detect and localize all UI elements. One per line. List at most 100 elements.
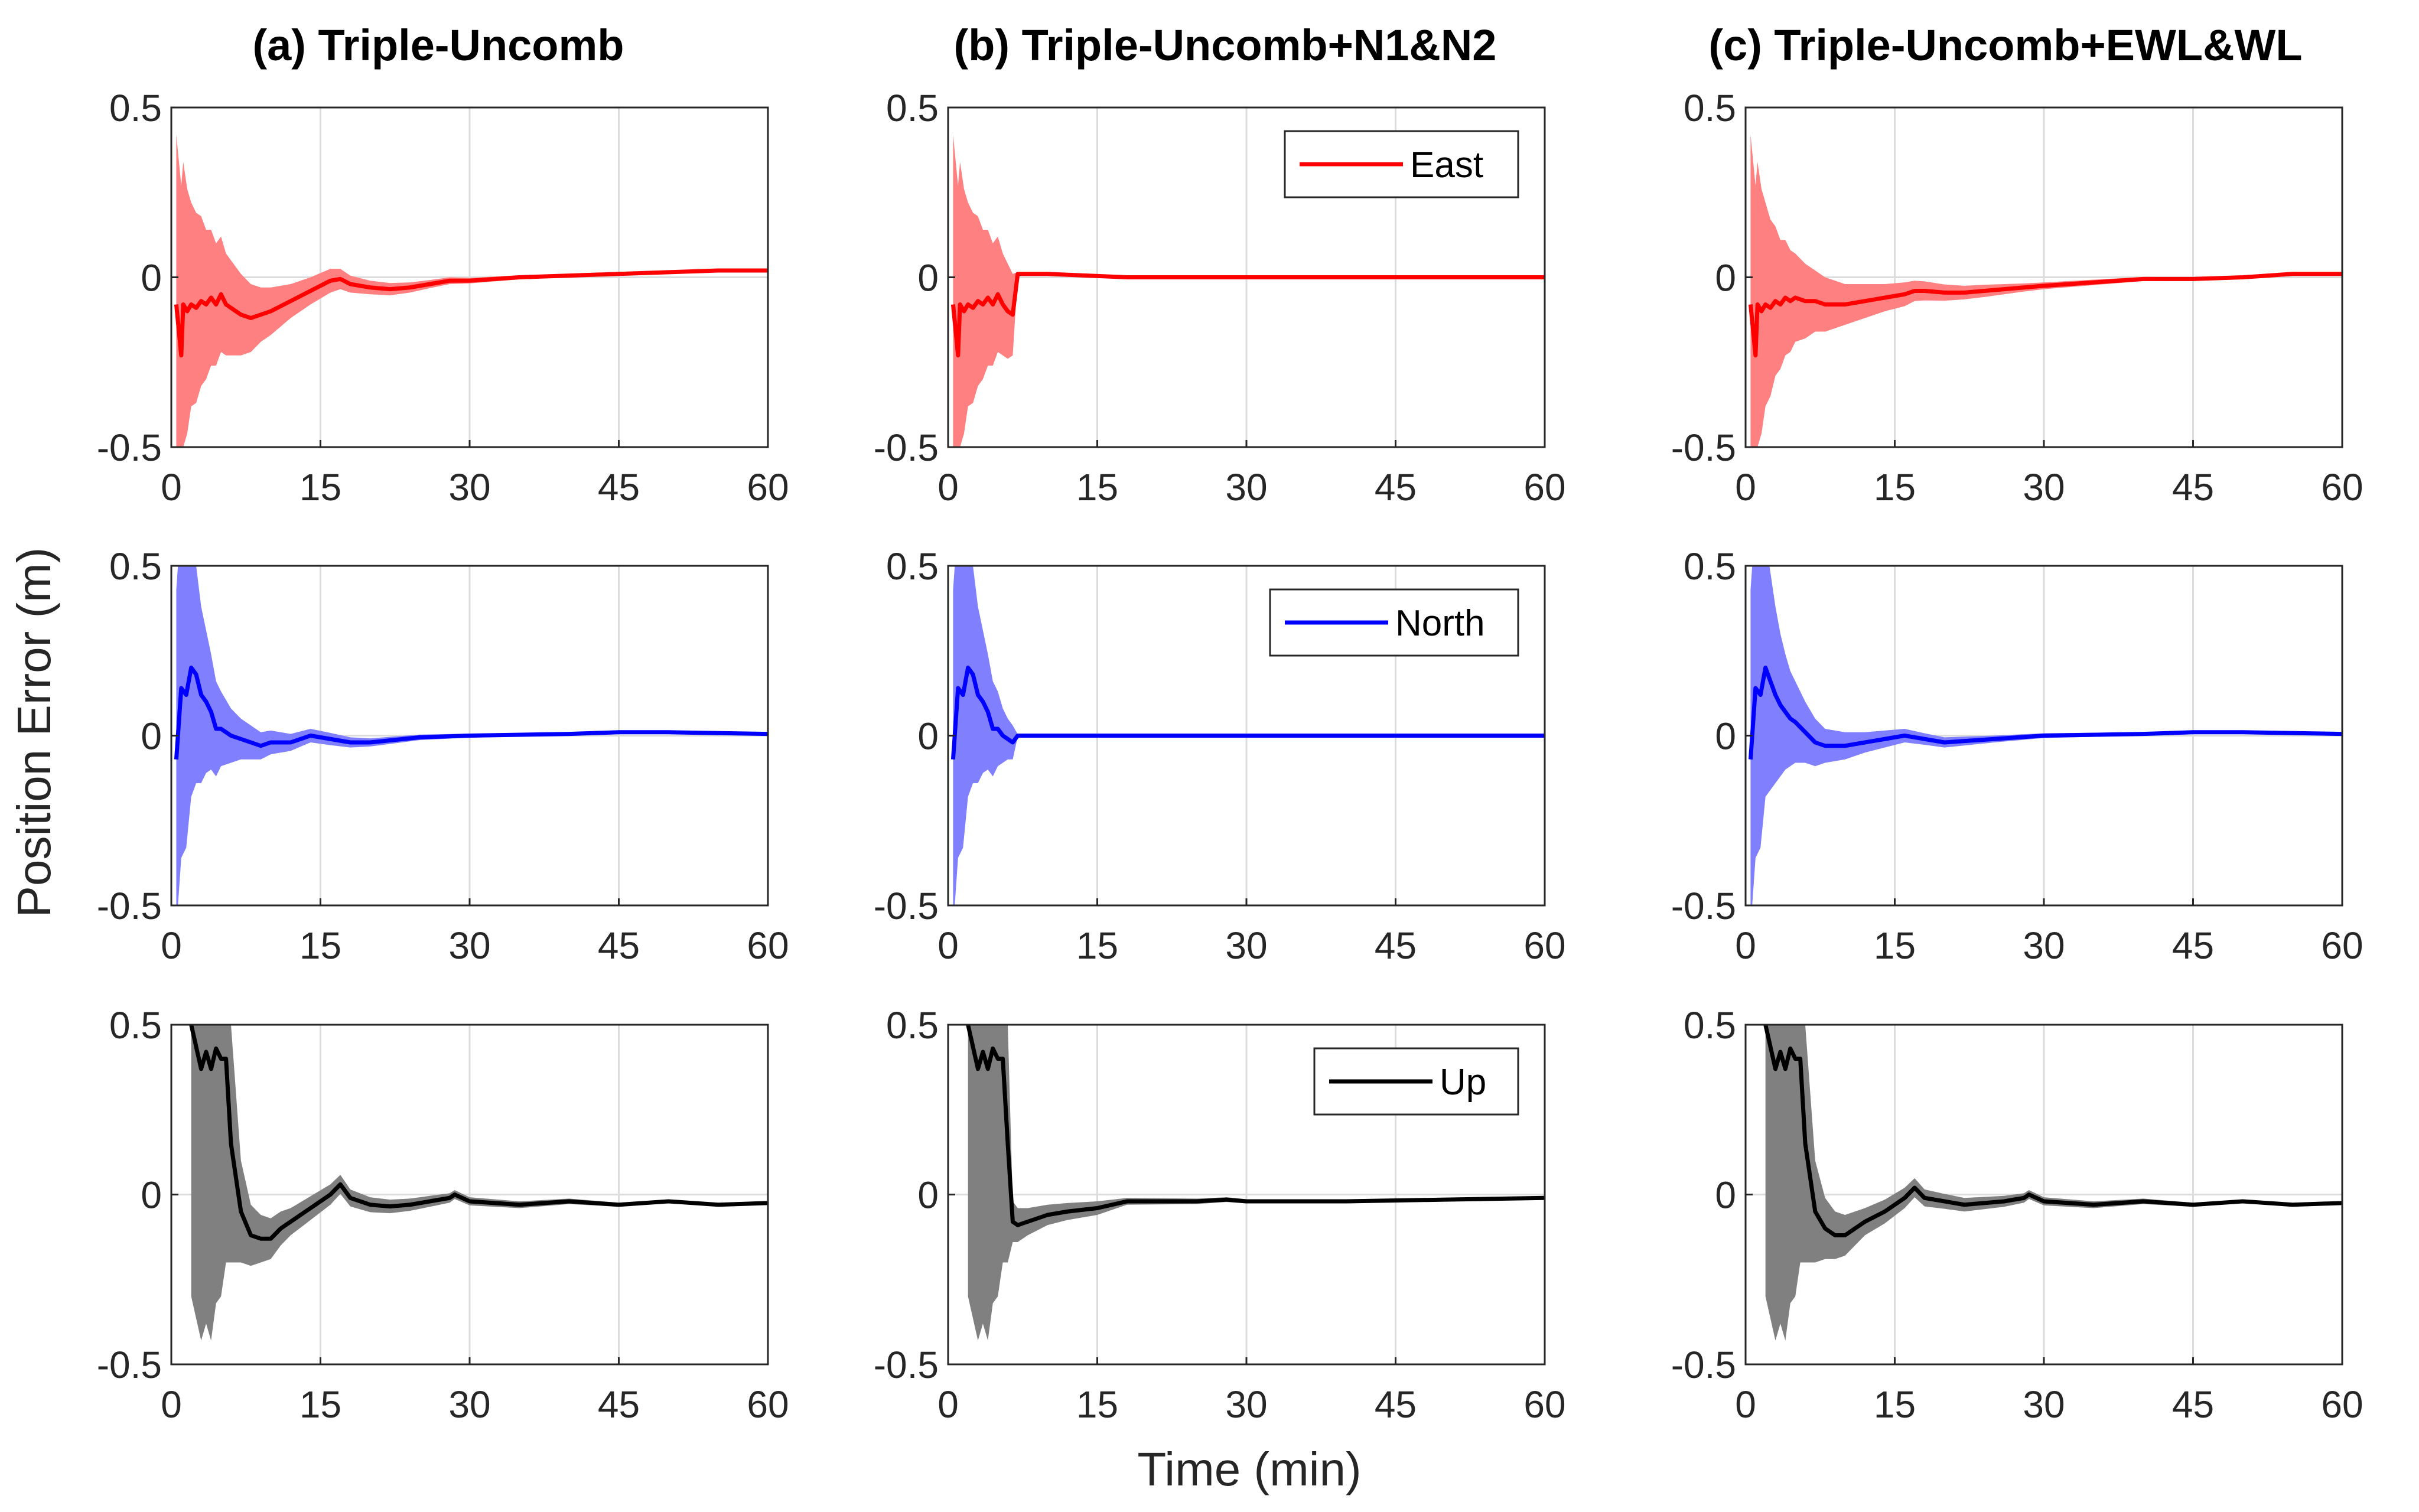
- series-line-east: [174, 268, 768, 358]
- x-tick-label: 30: [1225, 1383, 1267, 1426]
- panel-b-up: 0 15 30 45 600.50-0.5Up: [874, 1004, 1566, 1426]
- series-line-east: [1748, 272, 2342, 358]
- panel-a-up: 0 15 30 45 600.50-0.5: [97, 1004, 789, 1426]
- y-tick-label: -0.5: [97, 426, 162, 469]
- x-tick-label: 45: [598, 1383, 640, 1426]
- x-tick-label: 45: [1375, 466, 1417, 509]
- x-tick-label: 0: [937, 924, 959, 967]
- y-tick-label: 0: [917, 1174, 939, 1217]
- panel-c-east: 0 15 30 45 600.50-0.5: [1671, 87, 2363, 509]
- legend-label: North: [1395, 603, 1485, 644]
- x-tick-label: 15: [1076, 1383, 1118, 1426]
- column-title-c: (c) Triple-Uncomb+EWL&WL: [1708, 21, 2302, 70]
- x-tick-label: 30: [2023, 924, 2065, 967]
- x-tick-label: 30: [448, 924, 490, 967]
- x-axis-label: Time (min): [1137, 1443, 1361, 1495]
- x-tick-label: 30: [1225, 466, 1267, 509]
- x-tick-label: 45: [2172, 924, 2214, 967]
- series-line-up: [1763, 1025, 2342, 1237]
- x-tick-label: 15: [299, 1383, 341, 1426]
- y-tick-label: -0.5: [1671, 426, 1736, 469]
- legend: Up: [1313, 1047, 1519, 1116]
- x-tick-label: 60: [747, 1383, 789, 1426]
- y-tick-label: 0: [141, 715, 162, 758]
- series-line-north: [174, 666, 768, 760]
- x-tick-label: 0: [1735, 924, 1756, 967]
- x-tick-label: 45: [2172, 466, 2214, 509]
- x-tick-label: 0: [161, 1383, 182, 1426]
- x-tick-label: 60: [2321, 1383, 2363, 1426]
- y-tick-label: 0: [1715, 1174, 1736, 1217]
- x-tick-label: 30: [2023, 466, 2065, 509]
- column-title-a: (a) Triple-Uncomb: [252, 21, 624, 70]
- x-tick-label: 15: [1076, 924, 1118, 967]
- x-tick-label: 60: [747, 924, 789, 967]
- x-tick-label: 60: [1523, 466, 1565, 509]
- y-tick-label: -0.5: [1671, 885, 1736, 927]
- x-tick-label: 15: [1874, 466, 1916, 509]
- series-line-north: [950, 666, 1545, 760]
- x-tick-label: 30: [448, 1383, 490, 1426]
- y-tick-label: -0.5: [97, 1344, 162, 1386]
- y-tick-label: 0: [1715, 257, 1736, 299]
- y-tick-label: -0.5: [874, 1344, 939, 1386]
- error-band: [176, 135, 768, 447]
- y-tick-label: 0: [1715, 715, 1736, 758]
- y-tick-label: 0.5: [109, 87, 162, 129]
- x-tick-label: 30: [1225, 924, 1267, 967]
- y-tick-label: 0.5: [886, 1004, 939, 1047]
- y-tick-label: -0.5: [874, 885, 939, 927]
- x-tick-label: 60: [2321, 924, 2363, 967]
- y-tick-label: 0: [917, 257, 939, 299]
- x-tick-label: 0: [1735, 466, 1756, 509]
- y-tick-label: -0.5: [97, 885, 162, 927]
- legend-label: Up: [1440, 1062, 1486, 1103]
- x-tick-label: 0: [161, 466, 182, 509]
- y-tick-label: -0.5: [874, 426, 939, 469]
- y-tick-label: 0.5: [1684, 87, 1736, 129]
- series-line-north: [1748, 666, 2342, 760]
- panel-a-north: 0 15 30 45 600.50-0.5: [97, 545, 789, 967]
- panel-a-east: 0 15 30 45 600.50-0.5: [97, 87, 789, 509]
- y-tick-label: -0.5: [1671, 1344, 1736, 1386]
- y-tick-label: 0.5: [886, 87, 939, 129]
- x-tick-label: 45: [598, 924, 640, 967]
- x-tick-label: 15: [1874, 1383, 1916, 1426]
- x-tick-label: 15: [299, 466, 341, 509]
- x-tick-label: 15: [1076, 466, 1118, 509]
- series-line-up: [189, 1025, 768, 1241]
- x-tick-label: 45: [1375, 924, 1417, 967]
- x-tick-label: 15: [1874, 924, 1916, 967]
- x-tick-label: 60: [1523, 924, 1565, 967]
- x-tick-label: 45: [2172, 1383, 2214, 1426]
- x-tick-label: 30: [2023, 1383, 2065, 1426]
- y-tick-label: 0.5: [1684, 1004, 1736, 1047]
- y-tick-label: 0: [141, 1174, 162, 1217]
- series-line-up: [966, 1025, 1545, 1227]
- x-tick-label: 0: [1735, 1383, 1756, 1426]
- x-tick-label: 0: [937, 466, 959, 509]
- x-tick-label: 15: [299, 924, 341, 967]
- x-tick-label: 60: [1523, 1383, 1565, 1426]
- x-tick-label: 60: [2321, 466, 2363, 509]
- x-tick-label: 30: [448, 466, 490, 509]
- legend: East: [1284, 130, 1519, 198]
- y-tick-label: 0.5: [886, 545, 939, 588]
- y-tick-label: 0: [141, 257, 162, 299]
- x-tick-label: 45: [1375, 1383, 1417, 1426]
- y-tick-label: 0.5: [109, 545, 162, 588]
- panel-c-up: 0 15 30 45 600.50-0.5: [1671, 1004, 2363, 1426]
- panel-c-north: 0 15 30 45 600.50-0.5: [1671, 545, 2363, 967]
- y-axis-label: Position Error (m): [8, 548, 60, 918]
- x-tick-label: 60: [747, 466, 789, 509]
- legend-label: East: [1410, 145, 1483, 185]
- x-tick-label: 0: [161, 924, 182, 967]
- y-tick-label: 0: [917, 715, 939, 758]
- x-tick-label: 0: [937, 1383, 959, 1426]
- y-tick-label: 0.5: [1684, 545, 1736, 588]
- x-tick-label: 45: [598, 466, 640, 509]
